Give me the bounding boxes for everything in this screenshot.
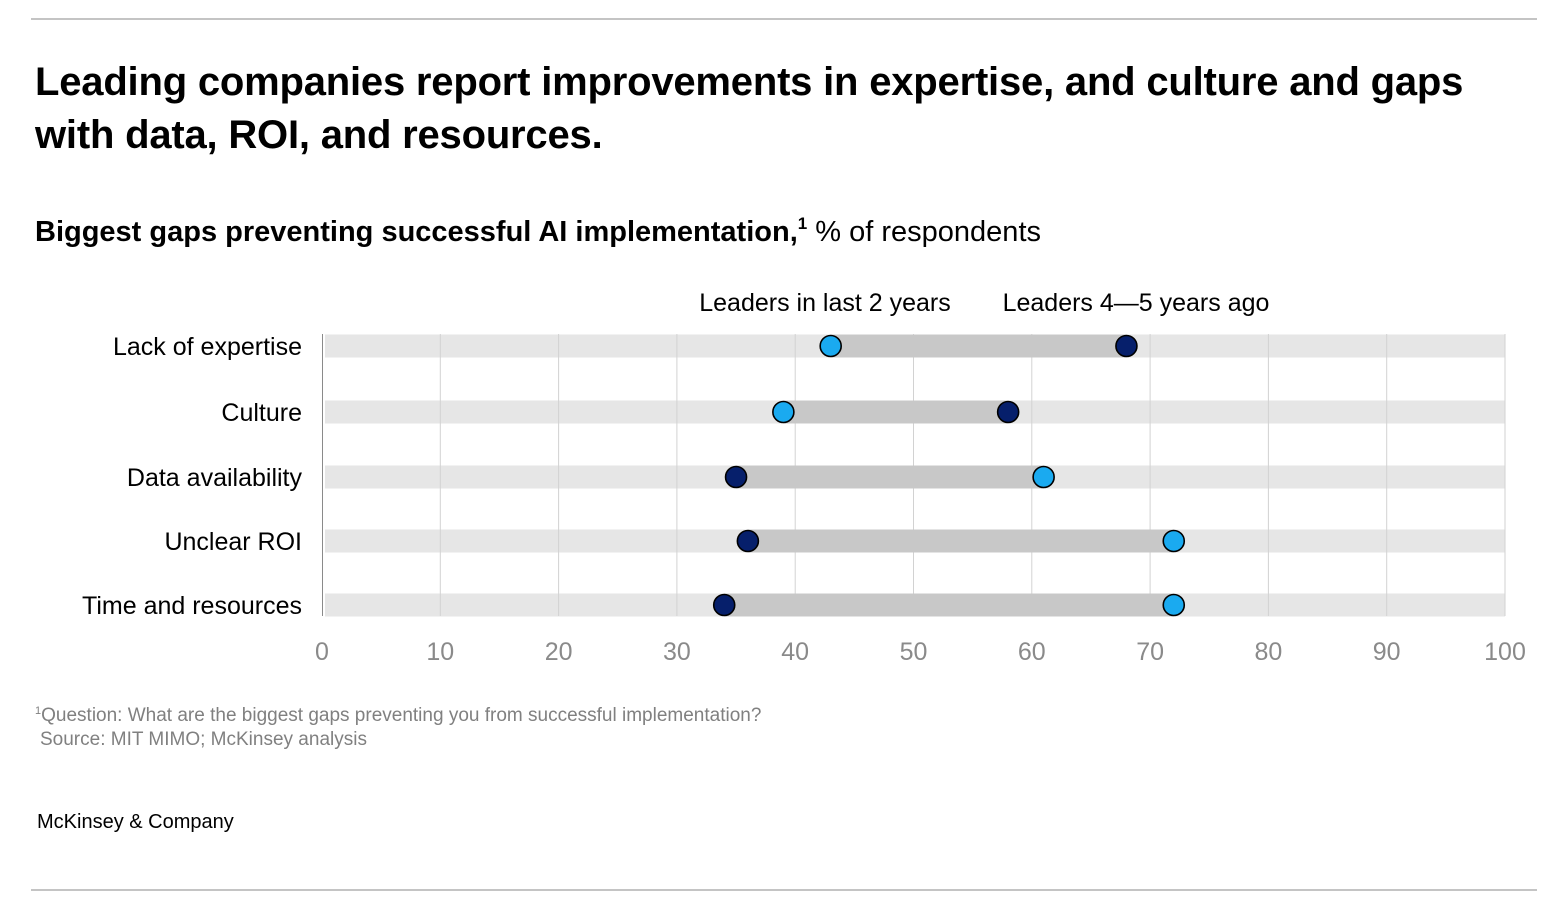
dot-leaders-4-5-years-ago [1115,334,1138,358]
category-label: Lack of expertise [113,333,302,361]
range-connector [830,334,1127,358]
bottom-divider [31,889,1537,891]
range-connector [747,529,1174,553]
dot-leaders-4-5-years-ago [712,593,736,617]
x-tick-label: 40 [781,638,809,666]
chart-subtitle-text: Biggest gaps preventing successful AI im… [35,216,798,248]
category-label: Data availability [127,464,303,492]
dumbbell-chart: Lack of expertise Culture Data availabilit… [82,289,1526,666]
legend-label: Leaders 4—5 years ago [1003,289,1270,317]
x-tick-label: 10 [426,638,454,666]
x-tick-label: 100 [1484,638,1526,666]
dot-leaders-last-2-years [1162,529,1186,553]
top-divider [31,18,1537,20]
dot-leaders-4-5-years-ago [724,465,748,489]
x-tick-label: 30 [663,638,691,666]
footnote-mark: 1 [797,214,808,233]
range-connector [783,400,1009,424]
dot-leaders-last-2-years [819,334,842,358]
dot-leaders-last-2-years [1032,465,1055,489]
category-label: Time and resources [82,592,302,620]
x-tick-label: 50 [900,638,928,666]
source-note: Source: MIT MIMO; McKinsey analysis [40,729,367,750]
legend-label: Leaders in last 2 years [699,289,951,317]
range-connector [736,465,1044,489]
publisher-logo: McKinsey & Company [37,811,234,833]
chart-subtitle: Biggest gaps preventing successful AI im… [35,212,1041,252]
footnote-question: 1Question: What are the biggest gaps pre… [35,705,761,726]
category-label: Culture [221,399,302,427]
chart-unit-label: % of respondents [815,216,1041,248]
dot-leaders-4-5-years-ago [996,400,1020,424]
x-tick-label: 80 [1254,638,1282,666]
dot-leaders-last-2-years [772,400,795,424]
footnotes: 1Question: What are the biggest gaps pre… [35,704,761,752]
dot-leaders-last-2-years [1162,593,1186,617]
x-tick-label: 90 [1373,638,1401,666]
page-title: Leading companies report improvements in… [35,60,1464,157]
x-tick-label: 70 [1136,638,1164,666]
x-tick-label: 0 [315,638,329,666]
footnote-question-text: Question: What are the biggest gaps prev… [41,705,762,726]
x-tick-label: 20 [545,638,573,666]
category-label: Unclear ROI [164,528,302,556]
range-connector [724,593,1174,617]
dot-leaders-4-5-years-ago [736,529,760,553]
footnote-question-mark: 1 [35,705,42,717]
x-tick-label: 60 [1018,638,1046,666]
